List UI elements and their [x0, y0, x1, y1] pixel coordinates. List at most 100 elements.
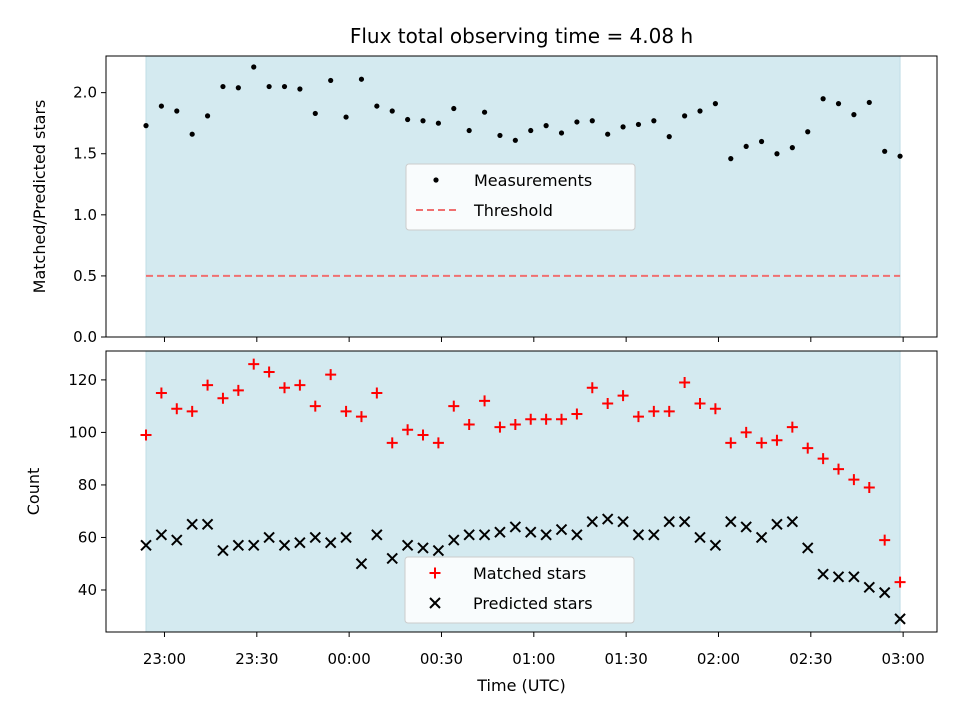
- panel1-predicted-point: [771, 518, 783, 531]
- panel1-predicted-point: [201, 518, 214, 531]
- panel1-predicted-point: [309, 531, 321, 544]
- panel0-measurement-point: [820, 96, 826, 102]
- panel1-matched-point: [232, 384, 244, 396]
- panel1-predicted-point: [802, 542, 814, 554]
- panel1-matched-point: [725, 437, 737, 449]
- x-tick-label: 00:00: [328, 650, 371, 668]
- panel0-measurement-point: [466, 127, 472, 134]
- panel0-measurement-point: [558, 130, 565, 136]
- panel1-matched-point: [263, 366, 275, 378]
- panel0-measurement-point: [635, 121, 642, 128]
- panel1-matched-point: [340, 405, 352, 417]
- panel0-measurement-point: [682, 113, 688, 119]
- x-tick-label: 00:30: [420, 650, 463, 668]
- panel0-measurement-point: [420, 118, 426, 124]
- ratio-panel: 0.0 0.5 1.0 1.5 2.0 Matched/Predicted stars Me…: [30, 55, 938, 346]
- panel0-y-tick-label: 1.0: [73, 206, 97, 224]
- panel1-matched-point: [771, 434, 783, 446]
- panel0-measurement-point: [897, 153, 903, 159]
- panel1-y-axis-label: Count: [24, 468, 43, 516]
- panel1-matched-point: [571, 408, 583, 420]
- panel1-predicted-point: [340, 531, 352, 544]
- panel0-y-tick-label: 1.5: [73, 145, 97, 163]
- panel1-predicted-point: [694, 531, 706, 544]
- panel0-measurement-point: [497, 132, 503, 139]
- panel1-predicted-point: [448, 534, 460, 546]
- panel1-matched-point: [386, 437, 398, 449]
- panel1-matched-point: [448, 400, 460, 412]
- panel1-predicted-point: [478, 529, 491, 541]
- panel0-measurement-point: [589, 118, 595, 124]
- panel1-predicted-point: [817, 568, 829, 580]
- x-tick-label: 03:00: [882, 650, 925, 668]
- panel0-measurement-point: [343, 114, 349, 120]
- panel1-predicted-point: [709, 539, 722, 552]
- panel1-predicted-point: [140, 539, 152, 552]
- panel1-predicted-point: [371, 529, 383, 541]
- panel1-matched-point: [432, 437, 444, 449]
- panel1-predicted-point: [571, 529, 583, 541]
- panel0-measurement-point: [805, 129, 811, 135]
- panel1-predicted-point: [863, 581, 875, 594]
- x-tick-label: 02:00: [697, 650, 740, 668]
- panel1-matched-point: [694, 398, 706, 410]
- panel1-predicted-point: [494, 526, 506, 538]
- panel1-matched-point: [540, 413, 552, 425]
- panel1-predicted-point: [248, 539, 260, 552]
- panel1-predicted-point: [586, 515, 598, 528]
- panel1-predicted-point: [386, 552, 398, 565]
- x-tick-label: 01:30: [605, 650, 648, 668]
- panel1-predicted-point: [555, 523, 568, 536]
- panel1-predicted-point: [432, 544, 445, 557]
- panel0-measurement-point: [789, 145, 795, 151]
- panel1-predicted-point: [663, 515, 675, 528]
- panel0-measurement-point: [728, 156, 734, 162]
- panel0-measurement-point: [405, 116, 411, 123]
- panel1-matched-point: [556, 413, 568, 425]
- panel0-legend-label: Threshold: [473, 201, 553, 220]
- panel1-predicted-point: [725, 515, 737, 528]
- x-tick-label: 23:30: [235, 650, 278, 668]
- panel1-predicted-point: [540, 529, 552, 541]
- panel0-measurement-point: [204, 113, 211, 119]
- panel0-measurement-point: [266, 83, 272, 90]
- panel0-measurement-point: [666, 134, 672, 140]
- panel0-measurement-point: [281, 83, 288, 90]
- panel0-legend: Measurements Threshold: [405, 163, 636, 231]
- panel1-predicted-point: [617, 515, 629, 528]
- panel1-matched-point: [463, 419, 475, 431]
- panel0-measurement-point: [774, 151, 780, 157]
- panel0-measurement-point: [543, 123, 549, 129]
- panel1-predicted-point: [155, 529, 168, 541]
- panel1-predicted-point: [355, 558, 368, 570]
- panel1-predicted-point: [509, 521, 522, 533]
- panel1-predicted-point: [278, 539, 291, 552]
- panel1-matched-point: [355, 411, 367, 423]
- panel0-measurement-point: [451, 105, 457, 112]
- panel1-matched-point: [171, 403, 183, 415]
- panel1-matched-point: [802, 442, 814, 454]
- panel1-matched-point: [202, 379, 214, 391]
- panel1-matched-point: [648, 405, 660, 417]
- panel1-predicted-point: [417, 542, 429, 554]
- panel1-matched-point: [140, 429, 152, 441]
- panel1-matched-point: [217, 392, 229, 404]
- panel1-matched-point: [525, 413, 537, 425]
- panel0-measurement-point: [866, 99, 872, 106]
- panel1-matched-point: [509, 419, 521, 431]
- panel1-matched-point: [709, 403, 721, 415]
- panel1-predicted-point: [324, 537, 337, 549]
- panel1-predicted-point: [186, 518, 198, 531]
- panel1-matched-point: [848, 474, 860, 486]
- x-tick-label: 23:00: [143, 650, 186, 668]
- panel1-matched-point: [679, 377, 691, 389]
- panel1-predicted-point: [263, 531, 275, 544]
- panel0-axes-frame: [105, 55, 938, 338]
- panel0-measurement-point: [512, 137, 518, 143]
- panel1-matched-point: [279, 382, 291, 394]
- panel1-matched-point: [248, 358, 260, 370]
- panel1-matched-point: [325, 369, 337, 381]
- panel1-predicted-point: [878, 586, 891, 599]
- panel1-predicted-point: [848, 571, 860, 583]
- panel1-legend-label: Predicted stars: [473, 594, 593, 613]
